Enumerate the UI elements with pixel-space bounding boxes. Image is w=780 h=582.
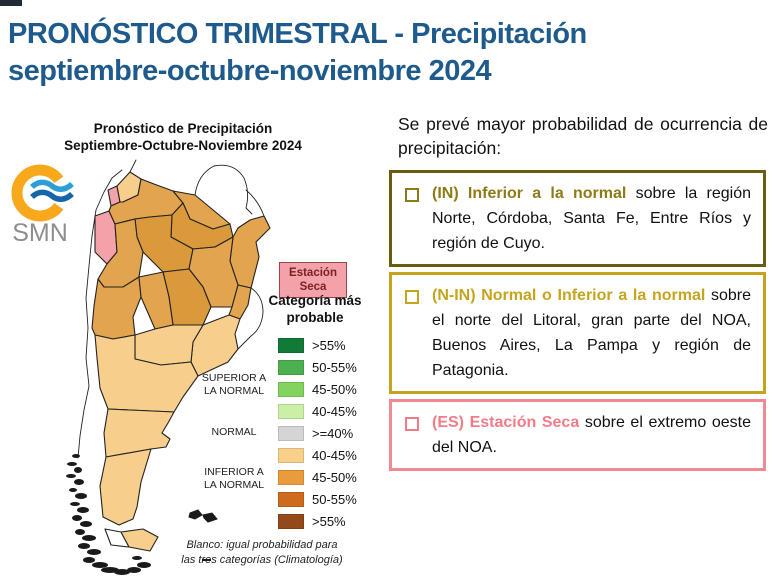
legend-item: >=40%: [278, 426, 357, 441]
legend-label: 50-55%: [312, 492, 357, 507]
page-title: PRONÓSTICO TRIMESTRAL - Precipitación se…: [8, 16, 728, 90]
legend-item: >55%: [278, 514, 357, 529]
legend-label: 45-50%: [312, 470, 357, 485]
map-bolivia-border: [129, 159, 137, 173]
legend-title: Categoría más probable: [250, 292, 380, 326]
callout-text: (ES) Estación Seca sobre el extremo oest…: [432, 410, 751, 460]
smn-logo-sun-icon: [11, 164, 64, 222]
legend-swatch: [278, 426, 304, 441]
legend-label: 40-45%: [312, 404, 357, 419]
map-chile-coastline: [77, 169, 123, 459]
legend-item: 45-50%: [278, 470, 357, 485]
smn-logo-wave-top-icon: [30, 179, 74, 192]
smn-logo: SMN: [11, 164, 74, 247]
legend-label: 50-55%: [312, 360, 357, 375]
callout-tag: (ES) Estación Seca: [432, 414, 580, 431]
map-malvinas-icon: [188, 509, 218, 561]
legend-item: 45-50%: [278, 382, 357, 397]
legend-group-inferior: INFERIOR A LA NORMAL: [196, 466, 272, 492]
legend-item: 50-55%: [278, 360, 357, 375]
legend-group-normal: NORMAL: [196, 426, 272, 439]
map-region-corrientes-misiones: [229, 215, 271, 289]
map-brazil-border: [245, 189, 265, 217]
summary-intro: Se prevé mayor probabilidad de ocurrenci…: [398, 114, 768, 158]
legend-group-line: LA NORMAL: [203, 479, 265, 491]
dry-season-label-line2: Seca: [299, 281, 327, 293]
legend-item: 40-45%: [278, 448, 357, 463]
callout-tag: (IN) Inferior a la normal: [432, 185, 627, 202]
legend-swatch: [278, 382, 304, 397]
map-region-tierradelfuego: [120, 528, 159, 552]
map-region-cuyo: [91, 276, 142, 340]
page-title-line2: septiembre-octubre-noviembre 2024: [8, 55, 492, 87]
checkbox-bullet-icon: [405, 417, 419, 431]
legend-group-superior: SUPERIOR A LA NORMAL: [196, 372, 272, 398]
dry-season-label: Estación Seca: [279, 262, 347, 298]
map-region-neuquen-rionegro: [94, 334, 199, 413]
legend-title-line1: Categoría más: [268, 293, 362, 308]
legend-label: >=40%: [312, 426, 354, 441]
legend-group-line: INFERIOR A: [204, 466, 264, 478]
legend-swatch: [278, 448, 304, 463]
callout-normal-or-inferior: (N-IN) Normal o Inferior a la normal sob…: [389, 272, 766, 394]
checkbox-bullet-icon: [405, 188, 419, 202]
argentina-forecast-map: [66, 159, 271, 575]
callout-body: sobre el norte del Litoral, gran parte d…: [432, 287, 752, 379]
legend-group-line: SUPERIOR A: [201, 372, 267, 384]
legend-label: >55%: [312, 338, 346, 353]
page-title-line1: PRONÓSTICO TRIMESTRAL - Precipitación: [8, 18, 587, 50]
map-region-chubut: [103, 408, 175, 458]
map-title: Pronóstico de Precipitación Septiembre-O…: [50, 120, 316, 154]
callout-body: sobre el extremo oeste del NOA.: [432, 414, 751, 456]
map-footnote: Blanco: igual probabilidad para las tres…: [142, 538, 382, 568]
map-footnote-line1: Blanco: igual probabilidad para: [186, 539, 338, 551]
legend-swatch: [278, 338, 304, 353]
callout-tag: (N-IN) Normal o Inferior a la normal: [432, 287, 706, 304]
legend: >55% 50-55% 45-50% 40-45% >=40% 40-45% 4…: [278, 338, 357, 536]
map-archipelago: [66, 454, 151, 575]
map-region-santacruz: [99, 448, 152, 526]
smn-logo-wave-bottom-icon: [30, 189, 74, 202]
legend-label: >55%: [312, 514, 346, 529]
map-uruguay-border: [237, 287, 264, 350]
checkbox-bullet-icon: [405, 290, 419, 304]
callout-inferior-normal: (IN) Inferior a la normal sobre la regió…: [389, 170, 766, 267]
legend-swatch: [278, 492, 304, 507]
legend-label: 40-45%: [312, 448, 357, 463]
legend-item: 50-55%: [278, 492, 357, 507]
map-title-line2: Septiembre-Octubre-Noviembre 2024: [64, 138, 302, 153]
callout-body: sobre la región Norte, Córdoba, Santa Fe…: [432, 185, 752, 252]
legend-swatch: [278, 360, 304, 375]
callout-text: (IN) Inferior a la normal sobre la regió…: [432, 181, 751, 256]
legend-title-line2: probable: [286, 310, 344, 325]
callout-text: (N-IN) Normal o Inferior a la normal sob…: [432, 283, 751, 383]
legend-item: >55%: [278, 338, 357, 353]
dry-season-label-line1: Estación: [289, 267, 337, 279]
map-title-line1: Pronóstico de Precipitación: [93, 121, 273, 136]
legend-swatch: [278, 514, 304, 529]
bullet-col: [392, 181, 432, 202]
legend-group-line: LA NORMAL: [203, 385, 265, 397]
legend-label: 45-50%: [312, 382, 357, 397]
callout-dry-season: (ES) Estación Seca sobre el extremo oest…: [389, 399, 766, 471]
map-paraguay-border: [194, 164, 253, 215]
legend-swatch: [278, 470, 304, 485]
legend-group-line: NORMAL: [211, 426, 257, 438]
legend-swatch: [278, 404, 304, 419]
legend-item: 40-45%: [278, 404, 357, 419]
bullet-col: [392, 283, 432, 304]
bullet-col: [392, 410, 432, 431]
map-footnote-line2: las tres categorías (Climatología): [181, 554, 343, 566]
corner-artifact: [0, 0, 22, 6]
smn-logo-text: SMN: [12, 219, 68, 247]
